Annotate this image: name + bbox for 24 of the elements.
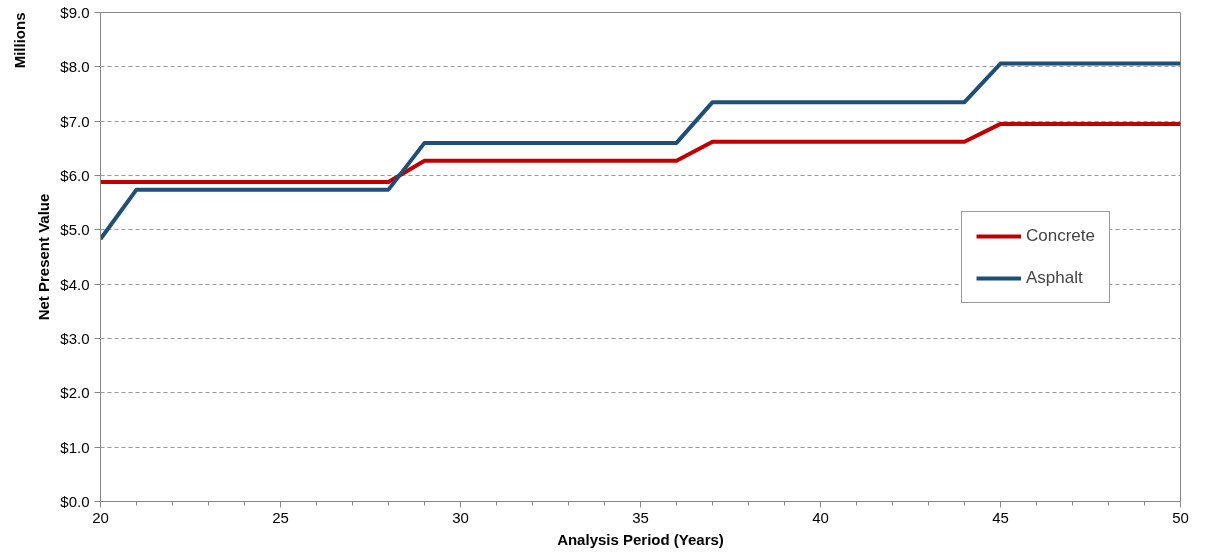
line-series <box>100 61 1181 242</box>
y-tick-label: $9.0 <box>60 4 90 21</box>
legend-label: Concrete <box>1026 225 1095 246</box>
y-axis-title: Net Present Value <box>35 193 53 321</box>
y-tick-label: $0.0 <box>60 493 90 510</box>
legend-label: Asphalt <box>1026 267 1083 288</box>
x-tick-label: 35 <box>632 508 649 526</box>
y-tick-label: $6.0 <box>60 167 90 184</box>
y-tick-label: $8.0 <box>60 58 90 76</box>
x-tick-label: 25 <box>272 508 289 526</box>
y-tick-label: $1.0 <box>60 438 90 456</box>
line-series <box>100 121 1181 185</box>
y-tick-label: $4.0 <box>60 275 90 293</box>
y-tick-label: $5.0 <box>60 221 90 239</box>
x-tick-label: 50 <box>1172 508 1189 526</box>
x-axis-title: Analysis Period (Years) <box>557 530 724 548</box>
y-tick-label: $7.0 <box>60 112 90 130</box>
y-tick-label: $3.0 <box>60 330 90 347</box>
x-tick-label: 20 <box>92 508 109 526</box>
x-tick-label: 30 <box>452 508 469 526</box>
text: Millions <box>10 12 28 69</box>
x-tick-label: 45 <box>992 508 1009 526</box>
y-tick-label: $2.0 <box>60 384 90 402</box>
x-tick-label: 40 <box>812 508 829 526</box>
